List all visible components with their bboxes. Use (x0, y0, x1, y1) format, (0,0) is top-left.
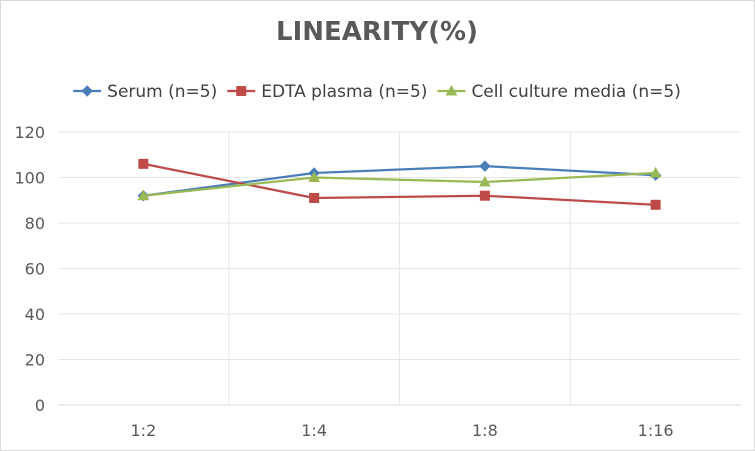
y-tick-label: 40 (25, 305, 45, 324)
data-point-triangle (308, 171, 320, 182)
data-point-square (309, 192, 320, 203)
data-point-triangle (649, 166, 662, 178)
series-line (142, 171, 657, 197)
y-tick-label: 0 (35, 396, 45, 415)
legend-item: EDTA plasma (n=5) (227, 82, 427, 102)
series-line (142, 165, 657, 197)
data-point-triangle (137, 189, 150, 201)
data-point-square (479, 190, 490, 201)
series-2 (137, 166, 662, 201)
x-axis-ticks: 1:2 1:4 1:8 1:16 (131, 421, 674, 440)
x-tick-label: 1:16 (638, 421, 674, 440)
y-tick-label: 120 (14, 123, 45, 142)
data-point-diamond (479, 160, 491, 172)
legend-label: EDTA plasma (n=5) (261, 82, 427, 102)
series-layer (137, 158, 662, 210)
y-tick-label: 100 (14, 169, 45, 188)
legend-label: Serum (n=5) (107, 82, 217, 102)
legend-item: Cell culture media (n=5) (437, 82, 681, 102)
data-point-triangle (445, 84, 458, 96)
data-point-triangle (479, 176, 491, 187)
data-point-square (236, 86, 247, 96)
x-tick-label: 1:8 (472, 421, 498, 440)
data-point-square (650, 199, 661, 210)
y-axis-ticks: 0 20 40 60 80 100 120 (14, 123, 45, 415)
y-tick-label: 80 (25, 214, 45, 233)
series-line (142, 162, 657, 206)
y-tick-label: 20 (25, 351, 45, 370)
gridlines (58, 131, 741, 406)
data-point-diamond (81, 85, 93, 97)
legend: Serum (n=5) EDTA plasma (n=5) Cell culture… (73, 82, 681, 102)
chart-title: LINEARITY(%) (276, 17, 478, 47)
x-tick-label: 1:2 (131, 421, 157, 440)
legend-label: Cell culture media (n=5) (471, 82, 680, 102)
series-1 (138, 158, 661, 210)
legend-item: Serum (n=5) (73, 82, 217, 102)
x-tick-label: 1:4 (301, 421, 327, 440)
y-tick-label: 60 (25, 260, 45, 279)
data-point-square (138, 158, 149, 169)
